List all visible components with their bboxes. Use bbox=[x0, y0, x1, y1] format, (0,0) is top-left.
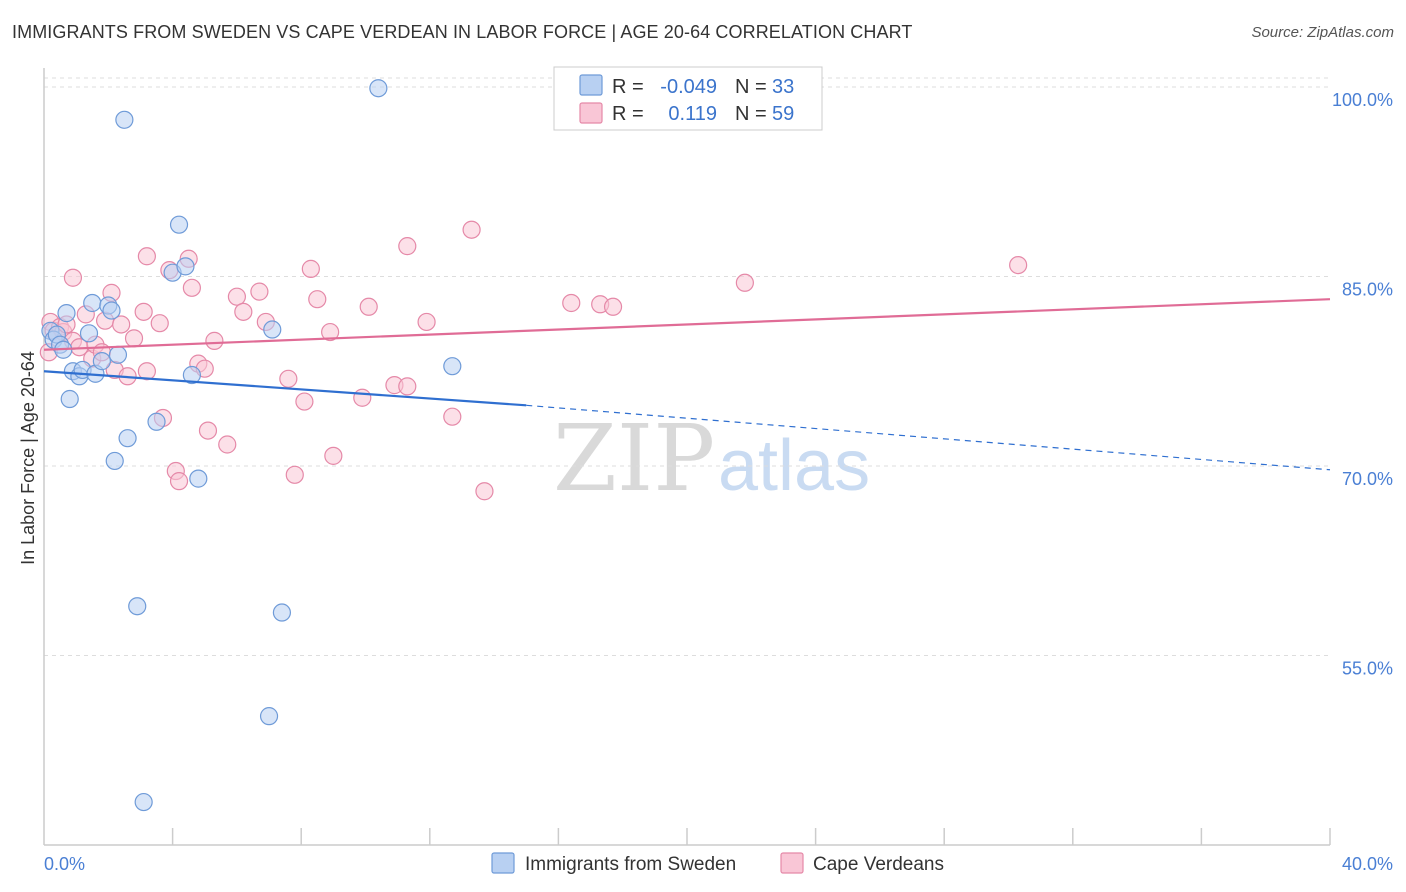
sweden-point bbox=[60, 389, 79, 409]
cape-verdean-point bbox=[359, 297, 378, 316]
cape-verdean-point bbox=[63, 268, 83, 287]
cape-verdean-point bbox=[134, 302, 153, 321]
legend-n-label-sweden: N = bbox=[735, 76, 767, 98]
sweden-point bbox=[272, 603, 292, 622]
x-tick-label-max: 40.0% bbox=[1342, 854, 1393, 874]
sweden-point bbox=[105, 451, 124, 471]
sweden-point bbox=[79, 324, 99, 343]
y-axis-label: In Labor Force | Age 20-64 bbox=[18, 351, 38, 565]
cape-verdean-point bbox=[562, 293, 581, 313]
cape-verdean-point bbox=[124, 329, 144, 348]
legend-n-label-cape-verdeans: N = bbox=[735, 103, 767, 125]
series-legend-label-cape-verdeans: Cape Verdeans bbox=[813, 854, 944, 875]
cape-verdean-point bbox=[603, 297, 623, 316]
sweden-trend-line bbox=[43, 370, 527, 407]
sweden-point bbox=[115, 110, 134, 129]
sweden-point bbox=[263, 320, 282, 339]
series-legend-swatch-sweden bbox=[491, 852, 515, 874]
cape-verdean-point bbox=[234, 302, 253, 321]
legend-r-value-sweden: -0.049 bbox=[660, 76, 717, 98]
correlation-legend: R = -0.049 N = 33 R = 0.119 N = 59 bbox=[553, 66, 823, 131]
legend-swatch-sweden bbox=[579, 74, 603, 96]
sweden-trend-extension bbox=[526, 404, 1331, 471]
cape-verdean-point bbox=[462, 220, 481, 239]
sweden-point bbox=[169, 215, 189, 234]
cape-verdean-trend-line bbox=[43, 298, 1331, 351]
cape-verdean-point bbox=[295, 392, 314, 411]
series-legend-label-sweden: Immigrants from Sweden bbox=[525, 854, 736, 875]
cape-verdean-point bbox=[227, 287, 246, 306]
sweden-point bbox=[102, 301, 121, 320]
sweden-point bbox=[118, 429, 137, 448]
sweden-point bbox=[443, 357, 462, 376]
cape-verdean-point bbox=[1009, 255, 1028, 275]
trend-lines bbox=[43, 298, 1331, 471]
y-tick-label: 85.0% bbox=[1342, 279, 1393, 299]
sweden-point bbox=[369, 79, 388, 98]
legend-n-value-sweden: 33 bbox=[772, 76, 794, 98]
sweden-point bbox=[176, 257, 195, 276]
series-legend-swatch-cape-verdeans bbox=[780, 852, 804, 874]
cape-verdean-point bbox=[285, 465, 304, 484]
cape-verdean-point bbox=[198, 421, 218, 440]
cape-verdean-point bbox=[279, 369, 298, 388]
cape-verdean-point bbox=[735, 273, 754, 292]
cape-verdean-point bbox=[169, 472, 189, 491]
gridlines bbox=[44, 77, 1330, 656]
y-tick-label: 100.0% bbox=[1332, 90, 1393, 110]
sweden-point bbox=[189, 469, 208, 488]
series-legend: Immigrants from Sweden Cape Verdeans bbox=[491, 852, 944, 875]
x-tick-marks bbox=[171, 828, 1331, 845]
legend-r-value-cape-verdeans: 0.119 bbox=[668, 103, 717, 125]
cape-verdean-point bbox=[398, 377, 417, 396]
sweden-point bbox=[108, 345, 128, 364]
sweden-point bbox=[57, 304, 76, 323]
sweden-point bbox=[92, 352, 111, 371]
cape-verdean-point bbox=[475, 482, 494, 501]
y-tick-label: 70.0% bbox=[1342, 469, 1393, 489]
cape-verdean-point bbox=[112, 315, 131, 334]
cape-verdean-point bbox=[218, 435, 237, 454]
sweden-point bbox=[128, 597, 147, 616]
cape-verdean-point bbox=[321, 322, 340, 342]
sweden-point bbox=[147, 412, 166, 431]
y-tick-labels: 55.0% 70.0% 85.0% 100.0% bbox=[1332, 90, 1393, 679]
cape-verdean-point bbox=[137, 362, 156, 381]
cape-verdean-point bbox=[417, 312, 436, 332]
legend-r-label-sweden: R = bbox=[612, 76, 644, 98]
series-immigrants-from-sweden bbox=[41, 79, 462, 812]
source-credit: Source: ZipAtlas.com bbox=[1251, 24, 1394, 41]
cape-verdean-point bbox=[308, 290, 327, 309]
cape-verdean-point bbox=[398, 237, 417, 256]
y-tick-label: 55.0% bbox=[1342, 658, 1393, 678]
cape-verdean-point bbox=[301, 259, 320, 278]
cape-verdean-point bbox=[150, 314, 169, 333]
sweden-point bbox=[134, 792, 153, 812]
cape-verdean-point bbox=[443, 407, 462, 426]
sweden-point bbox=[259, 707, 279, 726]
cape-verdean-point bbox=[250, 282, 269, 301]
sweden-point bbox=[182, 365, 201, 385]
sweden-point bbox=[83, 293, 102, 313]
cape-verdean-point bbox=[205, 331, 224, 350]
cape-verdean-point bbox=[353, 388, 372, 407]
cape-verdean-point bbox=[324, 446, 343, 465]
cape-verdean-point bbox=[182, 278, 201, 297]
legend-n-value-cape-verdeans: 59 bbox=[772, 103, 794, 125]
legend-swatch-cape-verdeans bbox=[579, 102, 603, 124]
legend-r-label-cape-verdeans: R = bbox=[612, 103, 644, 125]
watermark-zip: ZIP bbox=[553, 405, 715, 512]
chart-title: IMMIGRANTS FROM SWEDEN VS CAPE VERDEAN I… bbox=[12, 22, 913, 42]
x-tick-label-min: 0.0% bbox=[44, 854, 85, 874]
cape-verdean-point bbox=[137, 247, 156, 266]
series-cape-verdeans bbox=[39, 220, 1028, 501]
